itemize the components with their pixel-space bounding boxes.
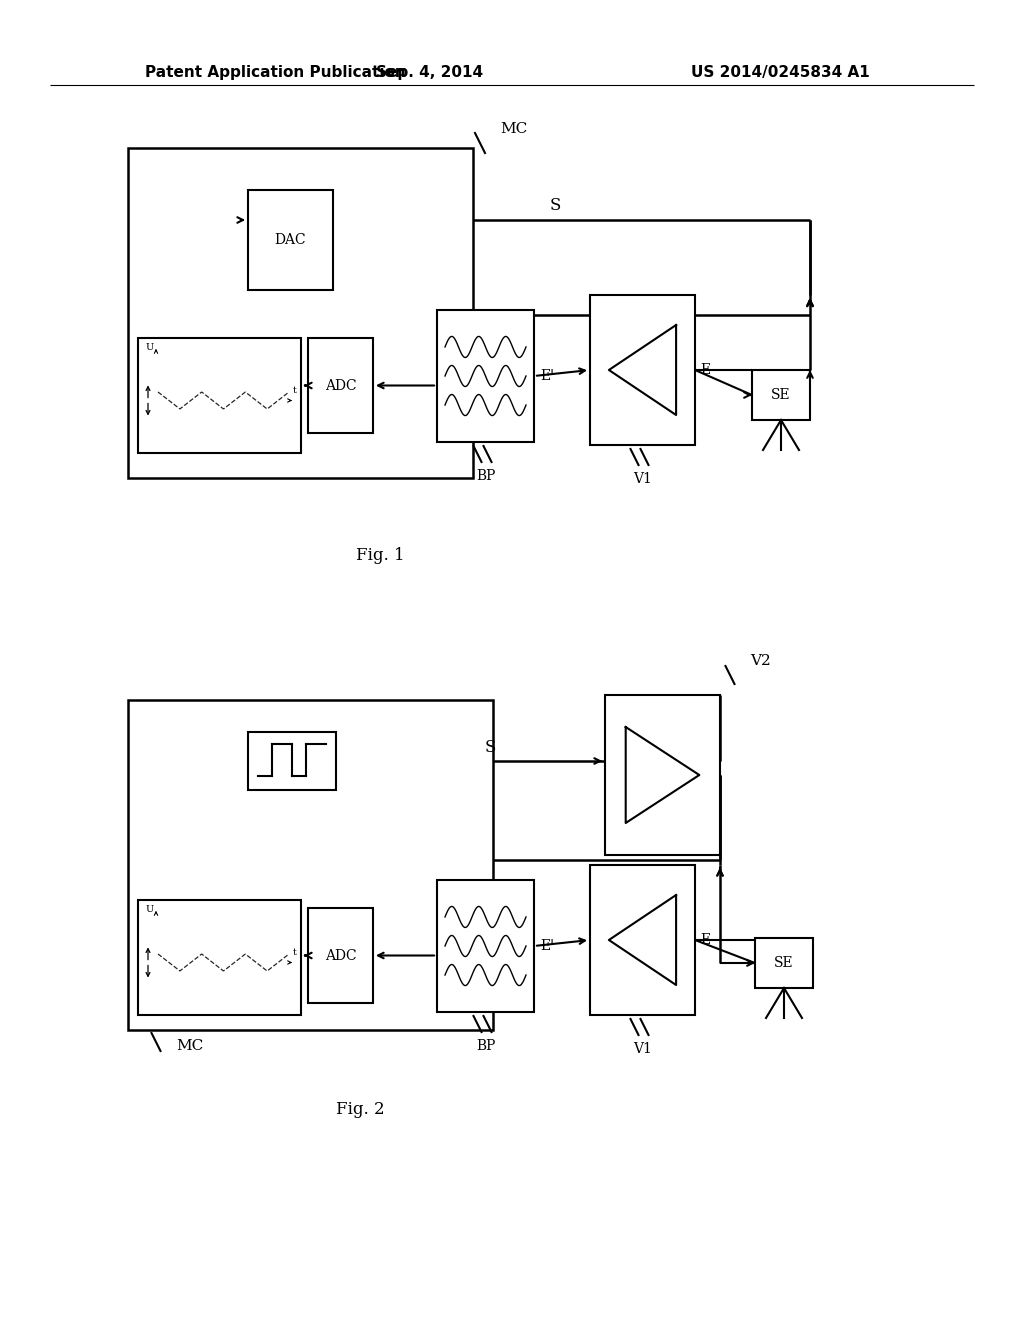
Text: Sep. 4, 2014: Sep. 4, 2014	[377, 65, 483, 79]
Text: US 2014/0245834 A1: US 2014/0245834 A1	[691, 65, 870, 79]
Bar	[248, 733, 336, 789]
Text: MC: MC	[500, 121, 527, 136]
Text: ADC: ADC	[325, 379, 356, 392]
Text: BP: BP	[476, 469, 496, 483]
Text: ADC: ADC	[325, 949, 356, 962]
Bar	[605, 696, 720, 855]
Bar	[437, 310, 534, 442]
Text: E: E	[700, 363, 710, 378]
Text: BP: BP	[476, 1039, 496, 1053]
Bar	[437, 880, 534, 1012]
Text: S: S	[549, 198, 561, 214]
Bar	[128, 148, 473, 478]
Bar	[128, 700, 493, 1030]
Text: V2: V2	[750, 653, 771, 668]
Bar	[755, 939, 813, 987]
Bar	[590, 865, 695, 1015]
Bar	[138, 338, 301, 453]
Text: MC: MC	[176, 1039, 203, 1053]
Bar	[308, 338, 373, 433]
Text: V1: V1	[633, 1041, 652, 1056]
Text: t: t	[293, 385, 297, 395]
Bar	[248, 190, 333, 290]
Polygon shape	[626, 727, 699, 822]
Text: Fig. 1: Fig. 1	[355, 546, 404, 564]
Text: SE: SE	[771, 388, 791, 403]
Text: DAC: DAC	[274, 234, 306, 247]
Text: U: U	[145, 906, 155, 915]
Text: SE: SE	[774, 956, 794, 970]
Text: Patent Application Publication: Patent Application Publication	[145, 65, 406, 79]
Text: E': E'	[540, 939, 554, 953]
Polygon shape	[609, 325, 676, 414]
Text: E: E	[700, 933, 710, 946]
Text: V1: V1	[633, 473, 652, 486]
Text: t: t	[293, 948, 297, 957]
Bar	[138, 900, 301, 1015]
Text: E': E'	[540, 370, 554, 383]
Polygon shape	[609, 895, 676, 985]
Text: Fig. 2: Fig. 2	[336, 1101, 384, 1118]
Bar	[590, 294, 695, 445]
Text: U: U	[145, 343, 155, 352]
Bar	[308, 908, 373, 1003]
Bar	[752, 370, 810, 420]
Text: S: S	[484, 738, 496, 755]
